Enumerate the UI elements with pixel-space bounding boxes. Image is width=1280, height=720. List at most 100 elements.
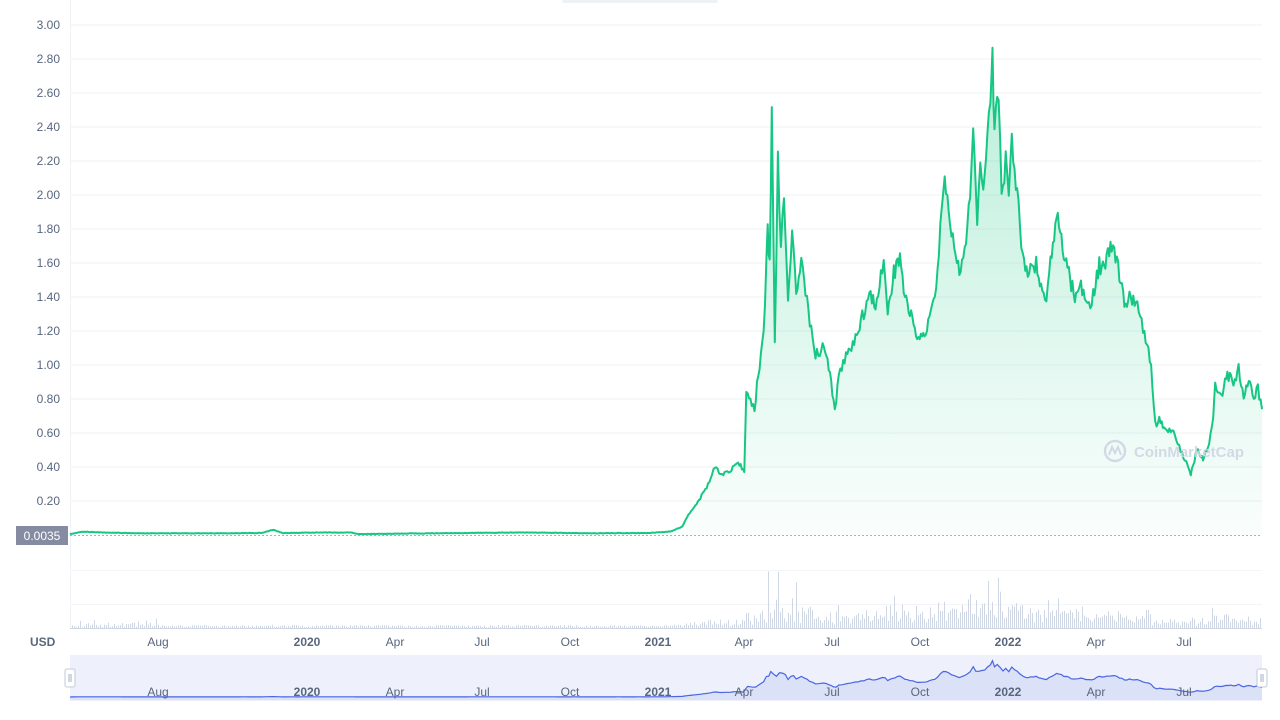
navigator-right-handle[interactable]	[1256, 668, 1268, 688]
navigator-date-label: 2021	[645, 685, 672, 699]
volume-bar	[740, 623, 741, 628]
volume-bar	[788, 612, 789, 628]
volume-bar	[118, 625, 119, 628]
volume-bar	[492, 625, 493, 628]
volume-bar	[528, 625, 529, 628]
volume-bar	[1246, 621, 1247, 628]
volume-bar	[1008, 606, 1009, 628]
volume-bar	[566, 626, 567, 628]
volume-bar	[388, 625, 389, 628]
x-month-label: Oct	[911, 635, 930, 649]
volume-bar	[196, 625, 197, 628]
volume-bar	[860, 619, 861, 628]
volume-bar	[400, 625, 401, 628]
volume-bar	[252, 625, 253, 628]
volume-bar	[1020, 606, 1021, 628]
volume-bar	[496, 626, 497, 628]
volume-bar	[640, 625, 641, 628]
volume-bar	[1090, 620, 1091, 628]
volume-bar	[856, 615, 857, 628]
volume-bar	[308, 626, 309, 628]
navigator-line	[69, 659, 1263, 698]
volume-bar	[622, 626, 623, 628]
current-price-label: 0.0035	[24, 529, 61, 543]
volume-bar	[918, 615, 919, 628]
volume-bar	[484, 625, 485, 628]
volume-bar	[772, 618, 773, 628]
volume-bar	[298, 625, 299, 628]
volume-bar	[222, 625, 223, 628]
volume-bar	[108, 622, 109, 628]
volume-bar	[540, 627, 541, 628]
y-tick-label: 0.80	[37, 392, 61, 406]
volume-bar	[1168, 622, 1169, 628]
volume-bar	[1030, 608, 1031, 628]
coinmarketcap-logo-mark	[1108, 444, 1122, 456]
range-navigator[interactable]: Aug 2020 Apr Jul Oct 2021 Apr Jul Oct 2022 Apr Jul	[64, 655, 1268, 701]
volume-bar	[926, 622, 927, 628]
navigator-left-handle[interactable]	[64, 668, 76, 688]
volume-bar	[394, 626, 395, 628]
volume-bar	[420, 626, 421, 628]
volume-bar	[1024, 618, 1025, 628]
volume-bar	[214, 626, 215, 628]
volume-bar	[254, 626, 255, 628]
volume-bar	[522, 625, 523, 628]
volume-bar	[508, 625, 509, 628]
volume-bar	[1212, 607, 1213, 628]
volume-bar	[962, 604, 963, 628]
y-tick-label: 2.60	[37, 86, 61, 100]
volume-bar	[670, 625, 671, 628]
volume-bar	[770, 612, 771, 628]
volume-bar	[708, 620, 709, 628]
volume-bar	[154, 625, 155, 628]
volume-bar	[1216, 615, 1217, 628]
volume-bar	[524, 625, 525, 628]
volume-bar	[786, 621, 787, 628]
volume-bar	[568, 625, 569, 628]
volume-bar	[692, 625, 693, 628]
volume-bar	[318, 626, 319, 628]
volume-bar	[140, 624, 141, 628]
volume-bar	[844, 617, 845, 628]
volume-bar	[796, 582, 797, 628]
volume-bar	[422, 625, 423, 628]
volume-bar	[1118, 611, 1119, 628]
volume-bar	[1242, 619, 1243, 628]
volume-bar	[1044, 610, 1045, 628]
volume-bar	[312, 626, 313, 628]
volume-bar	[984, 603, 985, 628]
volume-bar	[258, 626, 259, 628]
volume-bar	[1084, 615, 1085, 628]
volume-bar	[834, 624, 835, 628]
volume-bar	[264, 626, 265, 628]
x-month-label: Jul	[474, 635, 489, 649]
x-month-label: Apr	[1087, 635, 1106, 649]
navigator-area	[70, 660, 1262, 700]
volume-bar	[798, 611, 799, 628]
navigator-labels: Aug 2020 Apr Jul Oct 2021 Apr Jul Oct 2022 Apr Jul	[147, 685, 1191, 699]
volume-bar	[174, 626, 175, 628]
x-axis-labels: Aug 2020 Apr Jul Oct 2021 Apr Jul Oct 2022 Apr Jul	[147, 635, 1191, 649]
volume-bar	[774, 609, 775, 628]
volume-bar	[594, 626, 595, 628]
volume-bar	[946, 620, 947, 628]
volume-bar	[1114, 619, 1115, 628]
volume-bar	[1124, 617, 1125, 628]
volume-bar	[216, 625, 217, 628]
volume-bar	[656, 626, 657, 628]
volume-bar	[512, 626, 513, 628]
volume-bar	[1022, 604, 1023, 628]
volume-bar	[1226, 613, 1227, 628]
volume-bar	[1110, 615, 1111, 628]
volume-bar	[650, 626, 651, 628]
volume-bar	[330, 625, 331, 628]
volume-bar	[1042, 621, 1043, 628]
volume-bar	[310, 627, 311, 628]
volume-bar	[1028, 614, 1029, 628]
volume-bar	[676, 625, 677, 628]
volume-bar	[690, 622, 691, 628]
volume-bar	[618, 625, 619, 628]
volume-bar	[736, 619, 737, 628]
